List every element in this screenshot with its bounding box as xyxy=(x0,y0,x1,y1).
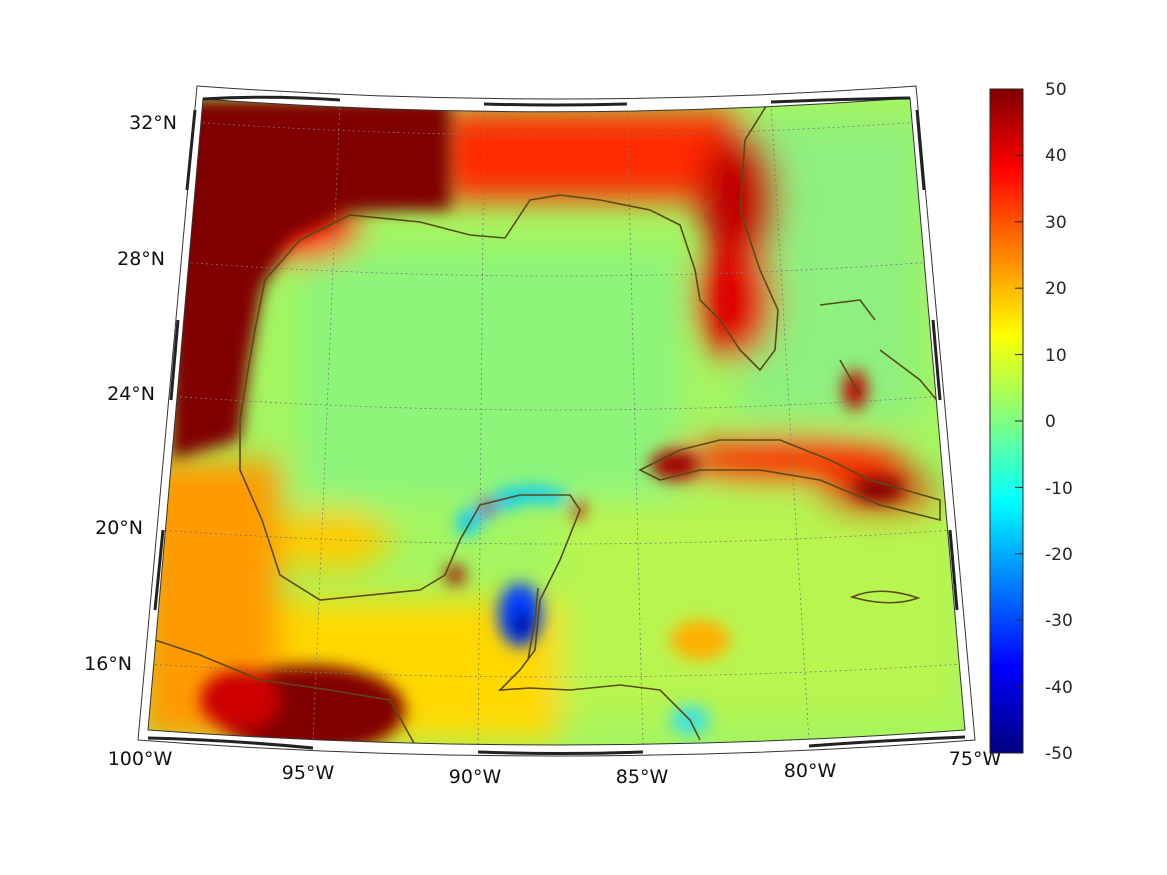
lon-label-75w: 75°W xyxy=(949,748,1002,770)
lon-label-95w: 95°W xyxy=(282,762,335,784)
lon-label-90w: 90°W xyxy=(449,766,502,788)
colorbar-tick-label: 10 xyxy=(1045,346,1067,366)
graticule xyxy=(149,102,964,745)
data-field xyxy=(148,98,965,745)
lat-label-32n: 32°N xyxy=(129,112,177,134)
colorbar-tick-label: 20 xyxy=(1045,279,1067,299)
colorbar: 50 40 30 20 10 0 -10 -20 -30 -40 -50 xyxy=(989,80,1073,764)
lat-label-20n: 20°N xyxy=(95,517,143,539)
colorbar-tick-label: -30 xyxy=(1045,611,1073,631)
lon-label-85w: 85°W xyxy=(616,766,669,788)
lat-label-28n: 28°N xyxy=(117,248,165,270)
colorbar-tick-label: -50 xyxy=(1045,744,1073,764)
colorbar-tick-label: -40 xyxy=(1045,678,1073,698)
colorbar-tick-label: 50 xyxy=(1045,80,1067,100)
lon-label-80w: 80°W xyxy=(784,760,837,782)
colorbar-tick-label: 0 xyxy=(1045,412,1056,432)
lat-label-16n: 16°N xyxy=(84,653,132,675)
colorbar-tick-label: 30 xyxy=(1045,213,1067,233)
colorbar-tick-label: 40 xyxy=(1045,146,1067,166)
colorbar-tick-label: -20 xyxy=(1045,545,1073,565)
map-frame xyxy=(137,85,976,757)
lon-label-100w: 100°W xyxy=(108,748,173,770)
colorbar-tick-label: -10 xyxy=(1045,479,1073,499)
lat-label-24n: 24°N xyxy=(107,383,155,405)
